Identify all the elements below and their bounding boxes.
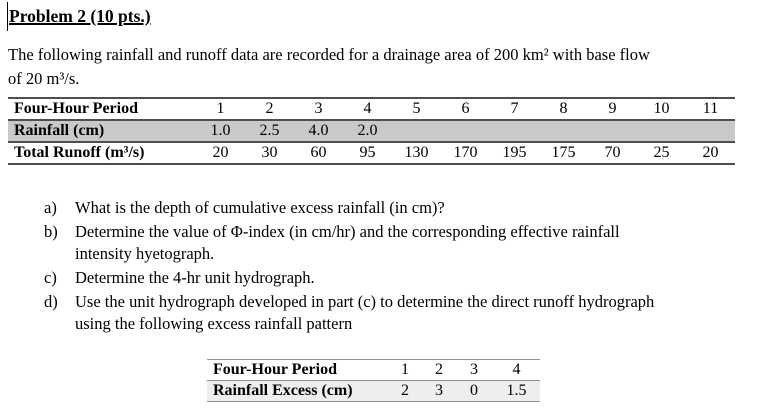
period-cell: 9 bbox=[608, 100, 617, 117]
period-row-label: Four-Hour Period bbox=[14, 100, 138, 117]
excess-cell: 2 bbox=[401, 382, 409, 399]
period-cell: 10 bbox=[653, 100, 670, 117]
problem-title: Problem 2 (10 pts.) bbox=[9, 6, 151, 26]
runoff-cell: 30 bbox=[261, 144, 278, 161]
question-line: intensity hyetograph. bbox=[75, 244, 215, 263]
rainfall-row-label: Rainfall (cm) bbox=[14, 122, 105, 139]
question-line: Determine the 4-hr unit hydrograph. bbox=[75, 268, 315, 287]
excess-cell: 3 bbox=[435, 382, 443, 399]
question-line: Use the unit hydrograph developed in par… bbox=[75, 292, 655, 311]
rainfall-row: Rainfall (cm) 1.0 2.5 4.0 2.0 bbox=[8, 120, 735, 142]
excess-period-cell: 3 bbox=[470, 361, 478, 378]
rainfall-cell bbox=[490, 120, 539, 142]
period-cell: 8 bbox=[559, 100, 568, 117]
runoff-cell: 60 bbox=[310, 144, 327, 161]
period-cell: 4 bbox=[363, 100, 372, 117]
question-item-a: a) What is the depth of cumulative exces… bbox=[44, 197, 744, 219]
text-cursor bbox=[6, 2, 8, 31]
runoff-cell: 130 bbox=[404, 144, 429, 161]
period-cell: 6 bbox=[461, 100, 470, 117]
period-cell: 3 bbox=[314, 100, 323, 117]
runoff-cell: 175 bbox=[551, 144, 576, 161]
period-row: Four-Hour Period 1 2 3 4 5 6 7 8 9 10 11 bbox=[8, 98, 735, 120]
runoff-row: Total Runoff (m³/s) 20 30 60 95 130 170 … bbox=[8, 142, 735, 164]
runoff-cell: 20 bbox=[212, 144, 229, 161]
period-cell: 5 bbox=[412, 100, 421, 117]
excess-rainfall-row: Rainfall Excess (cm) 2 3 0 1.5 bbox=[207, 380, 540, 402]
problem-statement: The following rainfall and runoff data a… bbox=[8, 43, 764, 90]
runoff-row-label: Total Runoff (m³/s) bbox=[14, 144, 145, 161]
excess-cell: 1.5 bbox=[506, 382, 527, 399]
runoff-cell: 170 bbox=[453, 144, 478, 161]
period-cell: 11 bbox=[702, 100, 719, 117]
excess-period-cell: 4 bbox=[512, 361, 521, 378]
rainfall-cell bbox=[686, 120, 735, 142]
statement-line-2: of 20 m³/s. bbox=[8, 68, 80, 88]
question-line: Determine the value of Φ-index (in cm/hr… bbox=[75, 222, 620, 241]
question-item-c: c) Determine the 4-hr unit hydrograph. bbox=[44, 267, 744, 289]
excess-period-row-label: Four-Hour Period bbox=[213, 361, 337, 378]
period-cell: 2 bbox=[265, 100, 274, 117]
rainfall-cell: 4.0 bbox=[308, 122, 329, 139]
question-item-b: b) Determine the value of Φ-index (in cm… bbox=[44, 221, 744, 265]
rainfall-cell: 2.0 bbox=[357, 122, 378, 139]
rainfall-cell: 2.5 bbox=[259, 122, 280, 139]
rainfall-cell bbox=[637, 120, 686, 142]
question-marker: c) bbox=[44, 268, 57, 287]
period-cell: 1 bbox=[216, 100, 225, 117]
questions-list: a) What is the depth of cumulative exces… bbox=[44, 197, 744, 337]
runoff-cell: 95 bbox=[359, 144, 376, 161]
runoff-cell: 25 bbox=[653, 144, 670, 161]
rainfall-cell: 1.0 bbox=[210, 122, 231, 139]
runoff-cell: 20 bbox=[702, 144, 719, 161]
rainfall-cell bbox=[539, 120, 588, 142]
rainfall-cell bbox=[441, 120, 490, 142]
excess-rainfall-table: Four-Hour Period 1 2 3 4 Rainfall Excess… bbox=[207, 359, 540, 402]
excess-period-cell: 1 bbox=[401, 361, 409, 378]
question-line: What is the depth of cumulative excess r… bbox=[75, 198, 445, 217]
rainfall-cell bbox=[392, 120, 441, 142]
runoff-cell: 195 bbox=[502, 144, 527, 161]
excess-cell: 0 bbox=[470, 382, 478, 399]
question-marker: d) bbox=[44, 292, 58, 311]
question-line: using the following excess rainfall patt… bbox=[75, 314, 353, 333]
excess-period-cell: 2 bbox=[435, 361, 443, 378]
question-marker: a) bbox=[44, 198, 57, 217]
excess-period-row: Four-Hour Period 1 2 3 4 bbox=[207, 359, 540, 381]
question-marker: b) bbox=[44, 222, 58, 241]
runoff-cell: 70 bbox=[604, 144, 621, 161]
question-item-d: d) Use the unit hydrograph developed in … bbox=[44, 291, 744, 335]
rainfall-runoff-table: Four-Hour Period 1 2 3 4 5 6 7 8 9 10 11… bbox=[8, 97, 735, 165]
period-cell: 7 bbox=[510, 100, 519, 117]
rainfall-cell bbox=[588, 120, 637, 142]
statement-line-1: The following rainfall and runoff data a… bbox=[8, 45, 650, 64]
excess-rainfall-row-label: Rainfall Excess (cm) bbox=[213, 382, 353, 399]
